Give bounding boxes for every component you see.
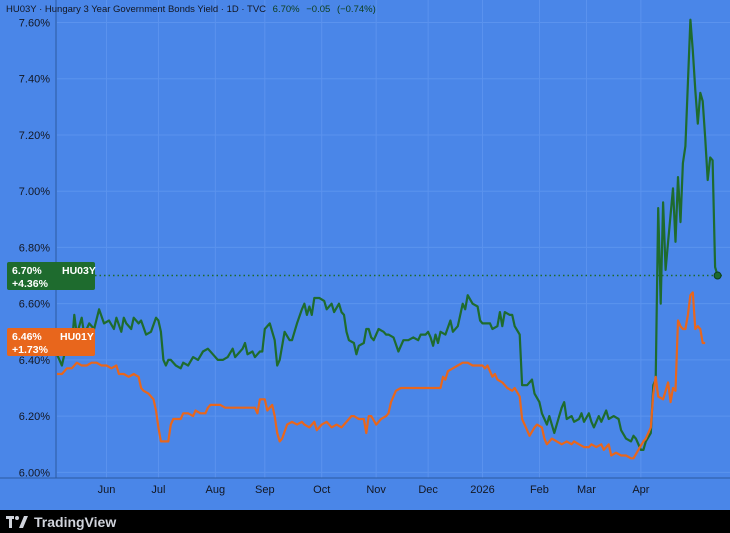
y-tick-label: 7.60% (19, 17, 50, 29)
header-description: Hungary 3 Year Government Bonds Yield (45, 4, 218, 15)
x-tick-label: Feb (530, 484, 549, 496)
plot-background (0, 0, 730, 510)
last-point-marker-hu03y (713, 271, 722, 280)
header-interval: 1D (227, 4, 239, 15)
grid (57, 0, 730, 478)
x-tick-label: Mar (577, 484, 596, 496)
y-tick-label: 6.80% (19, 242, 50, 254)
hu01y-badge-change: +1.73% (12, 344, 49, 356)
series-line-hu01y (57, 291, 706, 460)
header-change-pct: (−0.74%) (337, 4, 376, 15)
footer-brand: TradingView (34, 514, 117, 530)
hu03y-badge-change: +4.36% (12, 278, 49, 290)
x-tick-label: Sep (255, 484, 275, 496)
x-tick-label: Oct (313, 484, 330, 496)
y-tick-label: 7.00% (19, 186, 50, 198)
y-tick-label: 6.00% (19, 467, 50, 479)
header-change: −0.05 (306, 4, 330, 15)
header-last: 6.70% (273, 4, 300, 15)
hu01y-badge-name: HU01Y (60, 331, 94, 343)
hu03y-badge: 6.70% HU03Y +4.36% (7, 262, 96, 290)
y-axis-ticks: 6.00% 6.20% 6.40% 6.60% 6.80% 7.00% 7.20% 7.40%… (19, 17, 50, 479)
y-tick-label: 7.20% (19, 130, 50, 142)
y-tick-label: 6.60% (19, 299, 50, 311)
x-tick-label: 2026 (470, 484, 494, 496)
chart-header[interactable]: HU03Y · Hungary 3 Year Government Bonds … (6, 4, 376, 15)
footer: TradingView (0, 510, 730, 533)
hu03y-badge-name: HU03Y (62, 265, 96, 277)
x-tick-label: Nov (366, 484, 386, 496)
x-tick-label: Aug (206, 484, 226, 496)
tradingview-icon (6, 516, 28, 528)
y-tick-label: 6.20% (19, 411, 50, 423)
hu03y-badge-value: 6.70% (12, 265, 42, 277)
series-group (55, 18, 722, 460)
x-tick-label: Jun (98, 484, 116, 496)
hu01y-badge: 6.46% HU01Y +1.73% (7, 328, 95, 356)
hu01y-badge-value: 6.46% (12, 331, 42, 343)
series-line-hu03y (55, 18, 719, 451)
x-tick-label: Jul (151, 484, 165, 496)
x-tick-label: Apr (632, 484, 649, 496)
header-symbol: HU03Y (6, 4, 37, 15)
x-tick-label: Dec (418, 484, 438, 496)
y-tick-label: 6.40% (19, 355, 50, 367)
x-axis-ticks: Jun Jul Aug Sep Oct Nov Dec 2026 Feb Mar Apr (98, 484, 650, 496)
tradingview-logo[interactable]: TradingView (6, 514, 116, 530)
header-source: TVC (247, 4, 266, 15)
y-tick-label: 7.40% (19, 74, 50, 86)
